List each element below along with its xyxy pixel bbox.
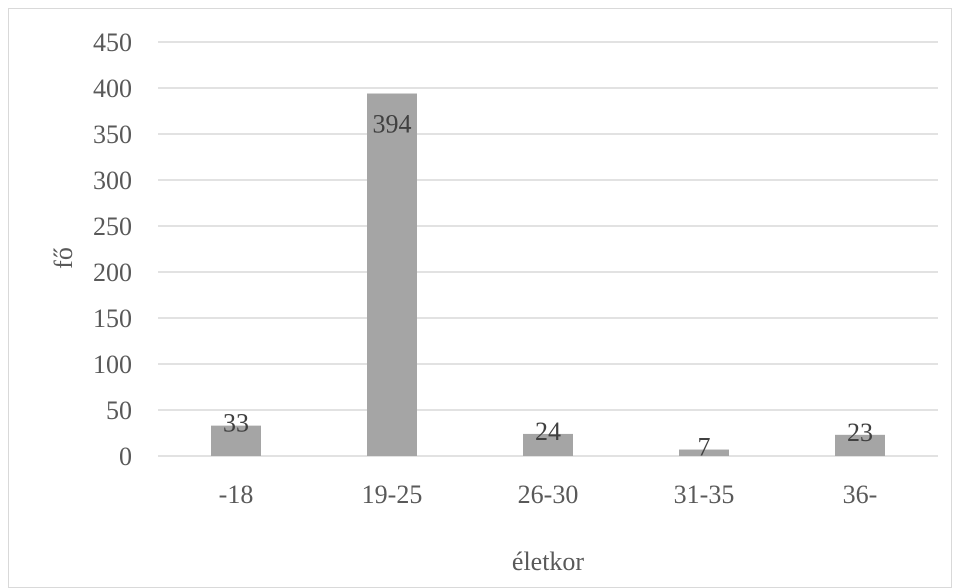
y-tick-label: 450: [93, 28, 132, 57]
gridlines: [158, 41, 938, 457]
data-labels: 33 394 24 7 23: [223, 110, 873, 462]
y-tick-label: 50: [106, 396, 132, 425]
bar-36-: [835, 434, 885, 456]
y-tick-label: 100: [93, 350, 132, 379]
bar-31-35: [679, 449, 729, 456]
x-tick-label: 31-35: [674, 480, 735, 509]
data-label: 7: [698, 433, 711, 462]
bars: [211, 93, 885, 457]
chart-frame: [8, 8, 952, 588]
y-axis-ticks: 0 50 100 150 200 250 300 350 400 450: [93, 28, 132, 471]
data-label: 33: [223, 409, 249, 438]
x-tick-label: 19-25: [362, 480, 423, 509]
x-tick-label: 36-: [843, 480, 878, 509]
y-tick-label: 400: [93, 74, 132, 103]
y-axis-title: fő: [49, 247, 78, 269]
y-tick-label: 200: [93, 258, 132, 287]
x-axis-title: életkor: [512, 547, 585, 576]
bar-26-30: [523, 433, 573, 456]
y-tick-label: 250: [93, 212, 132, 241]
bar--18: [211, 425, 261, 456]
y-tick-label: 150: [93, 304, 132, 333]
data-label: 394: [373, 110, 412, 139]
x-tick-label: -18: [219, 480, 254, 509]
x-tick-label: 26-30: [518, 480, 579, 509]
y-tick-label: 350: [93, 120, 132, 149]
bar-19-25: [367, 93, 417, 457]
y-tick-label: 0: [119, 442, 132, 471]
data-label: 24: [535, 417, 561, 446]
x-axis-ticks: -18 19-25 26-30 31-35 36-: [219, 480, 878, 509]
y-tick-label: 300: [93, 166, 132, 195]
data-label: 23: [847, 418, 873, 447]
